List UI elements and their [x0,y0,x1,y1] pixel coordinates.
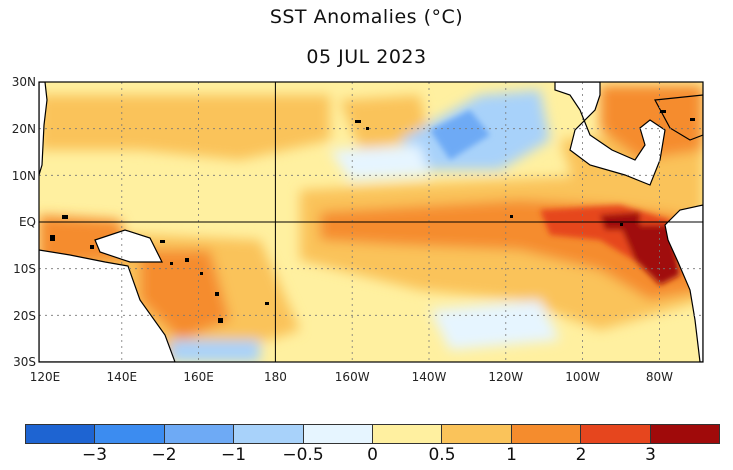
lon-label: 80W [646,370,673,384]
colorbar-label: −2 [151,445,177,465]
lon-label: 100W [565,370,600,384]
colorbar-labels: −3 −2 −1 −0.5 0 0.5 1 2 3 [0,445,733,469]
lat-label: EQ [19,215,36,229]
colorbar-label: 2 [575,445,587,465]
colorbar-segment [442,425,512,443]
map-frame [38,81,704,363]
colorbar-segment [26,425,96,443]
islands [50,110,695,323]
lat-label: 20S [13,309,36,323]
colorbar-segment [234,425,304,443]
colorbar [25,424,720,444]
lon-label: 180 [264,370,287,384]
lon-label: 140E [107,370,138,384]
colorbar-segment [581,425,651,443]
lat-label: 30S [13,355,36,369]
colorbar-segment [511,425,582,443]
colorbar-label: −0.5 [282,445,324,465]
lon-label: 120E [30,370,61,384]
colorbar-label: −1 [220,445,247,465]
lat-label: 10N [12,169,36,183]
lon-label: 160W [335,370,370,384]
lon-label: 140W [412,370,447,384]
lat-label: 20N [12,122,36,136]
map-date: 05 JUL 2023 [306,46,427,68]
lon-label: 120W [488,370,523,384]
colorbar-label: 3 [645,445,656,465]
colorbar-segment [95,425,165,443]
colorbar-label: 0 [367,445,378,465]
map-title: SST Anomalies (°C) [269,6,464,28]
sst-anomaly-map: 30N 20N 10N EQ 10S 20S 30S 120E 140E 160… [12,75,704,384]
colorbar-segment [650,425,720,443]
colorbar-segment [373,425,443,443]
lat-axis: 30N 20N 10N EQ 10S 20S 30S [12,75,36,369]
colorbar-segment [164,425,235,443]
lon-axis: 120E 140E 160E 180 160W 140W 120W 100W 8… [30,370,673,384]
lat-label: 30N [12,75,36,89]
colorbar-label: 0.5 [428,445,456,465]
lat-label: 10S [13,262,36,276]
lon-label: 160E [183,370,214,384]
colorbar-label: 1 [506,445,517,465]
colorbar-segment [303,425,374,443]
colorbar-label: −3 [81,445,108,465]
